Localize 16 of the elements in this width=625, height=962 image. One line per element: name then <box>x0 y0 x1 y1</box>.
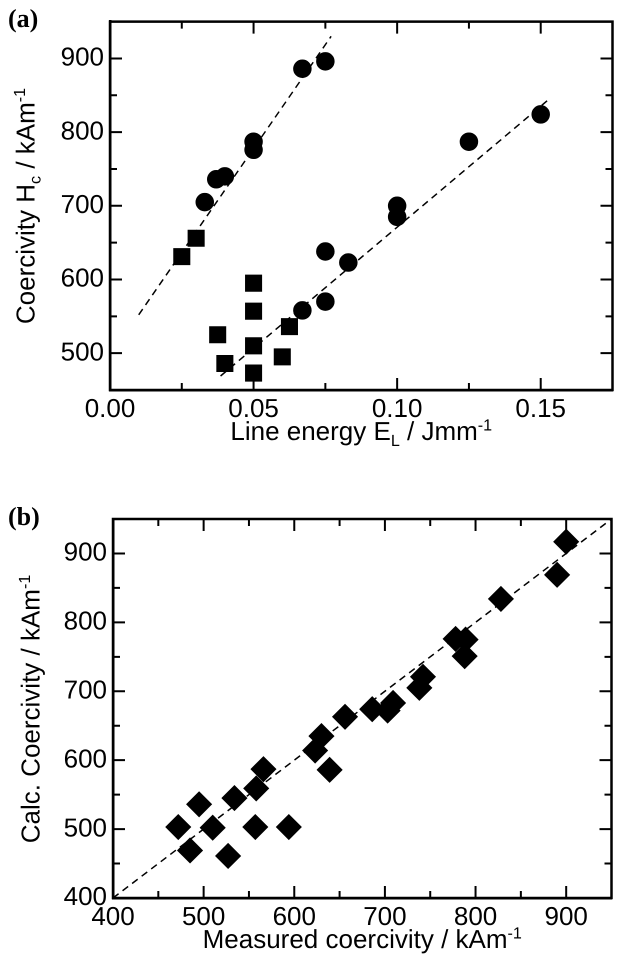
y-tick-label: 500 <box>64 812 107 842</box>
y-tick-label: 500 <box>60 336 104 366</box>
chart-title: (b) <box>8 502 40 532</box>
y-tick-label: 800 <box>60 115 104 146</box>
y-tick-label: 700 <box>60 188 104 219</box>
y-tick-label: 900 <box>64 536 107 567</box>
y-tick-label: 600 <box>60 262 104 293</box>
y-tick-label: 700 <box>64 674 107 704</box>
x-tick-label: 0.15 <box>515 392 566 423</box>
x-tick-label: 0.00 <box>84 392 136 423</box>
y-tick-label: 800 <box>64 606 107 636</box>
y-tick-label: 900 <box>60 42 104 72</box>
x-axis-title: Line energy E$_{L}$ / Jmm$^{-1}$ <box>230 416 492 452</box>
x-tick-label: 900 <box>544 900 588 931</box>
y-tick-label: 600 <box>64 743 107 774</box>
chart-title: (a) <box>8 4 38 34</box>
